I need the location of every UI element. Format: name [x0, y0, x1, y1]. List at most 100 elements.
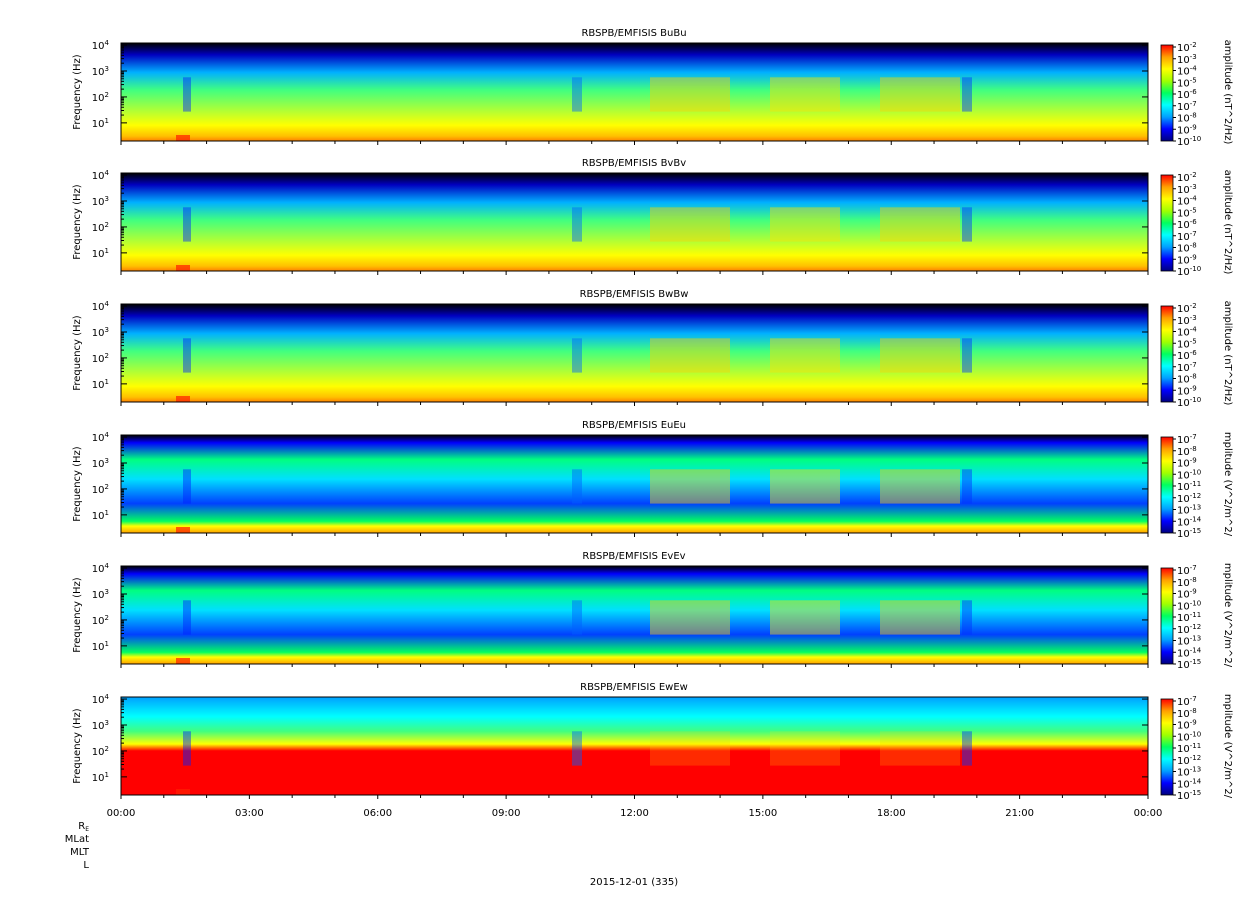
colorbar-tick-label-exp: -7 [1190, 695, 1197, 703]
y-tick-label-exp: 1 [105, 771, 109, 779]
colorbar-tick-label-base: 10 [1177, 255, 1190, 266]
y-tick-label-base: 10 [92, 747, 105, 758]
y-tick-label: 101 [92, 640, 109, 653]
spectral-feature [880, 731, 960, 766]
colorbar-tick-label-base: 10 [1177, 435, 1190, 446]
colorbar-tick-label-exp: -14 [1190, 646, 1202, 654]
y-tick-label-base: 10 [92, 171, 105, 182]
colorbar-tick-label-exp: -10 [1190, 135, 1201, 143]
colorbar-tick-label-exp: -9 [1190, 123, 1197, 131]
y-tick-label-exp: 1 [105, 117, 109, 125]
spectral-feature [770, 77, 840, 112]
y-tick-label: 103 [92, 457, 109, 470]
colorbar-tick-label: 10-4 [1177, 326, 1197, 339]
y-tick-label: 104 [92, 300, 110, 313]
spectral-feature [962, 207, 972, 242]
y-tick-label-base: 10 [92, 511, 105, 522]
y-tick-label: 103 [92, 65, 109, 78]
y-tick-label-exp: 3 [105, 65, 109, 73]
spectral-feature [176, 135, 190, 141]
colorbar-tick-label-exp: -13 [1190, 504, 1201, 512]
colorbar-tick-label-exp: -7 [1190, 361, 1197, 369]
colorbar-tick-label: 10-4 [1177, 195, 1197, 208]
spectral-feature [962, 338, 972, 373]
spectral-feature [176, 265, 190, 271]
colorbar-tick-label-base: 10 [1177, 43, 1190, 54]
y-tick-label-base: 10 [92, 695, 105, 706]
colorbar-tick-label-base: 10 [1177, 590, 1190, 601]
colorbar-tick-label: 10-10 [1177, 265, 1201, 278]
time-axis: 00:00 03:00 06:00 09:00 12:00 15:00 18:00 21:00… [107, 808, 1163, 819]
y-tick-label: 104 [92, 169, 110, 182]
colorbar-tick-label-base: 10 [1177, 328, 1190, 339]
colorbar-scale [1160, 44, 1174, 142]
colorbar: 10-710-810-910-1010-1110-1210-1310-1410-… [1160, 694, 1233, 802]
colorbar-tick-label-base: 10 [1177, 637, 1190, 648]
colorbar-tick-label-exp: -7 [1190, 230, 1197, 238]
spectral-feature [176, 396, 190, 402]
colorbar-tick-label-exp: -13 [1190, 635, 1201, 643]
colorbar-tick-label-exp: -15 [1190, 658, 1201, 666]
colorbar-tick-label-exp: -7 [1190, 100, 1197, 108]
y-tick-label-base: 10 [92, 433, 105, 444]
ephemeris-label-text: L [83, 860, 89, 871]
colorbar-tick-label-base: 10 [1177, 756, 1190, 767]
x-tick-label: 00:00 [1134, 808, 1163, 819]
panel-title: RBSPB/EMFISIS BvBv [582, 158, 686, 169]
y-tick-label-exp: 1 [105, 247, 109, 255]
colorbar-tick-label: 10-9 [1177, 123, 1197, 136]
spectral-feature [650, 731, 730, 766]
colorbar-tick-label-exp: -2 [1190, 171, 1197, 179]
colorbar-tick-label-base: 10 [1177, 566, 1190, 577]
y-tick-label-base: 10 [92, 459, 105, 470]
y-tick-label-exp: 2 [105, 221, 109, 229]
colorbar-tick-label-exp: -12 [1190, 492, 1201, 500]
colorbar-tick-label-exp: -8 [1190, 576, 1197, 584]
y-tick-label-exp: 4 [105, 39, 110, 47]
colorbar-tick-label: 10-3 [1177, 314, 1197, 327]
colorbar-tick-label: 10-7 [1177, 564, 1197, 577]
colorbar-tick-label: 10-8 [1177, 707, 1197, 720]
colorbar-tick-label-base: 10 [1177, 613, 1190, 624]
colorbar-tick-label: 10-8 [1177, 373, 1197, 386]
ephemeris-label-text: MLat [65, 834, 89, 845]
y-tick-label: 104 [92, 39, 110, 52]
y-tick-label-exp: 3 [105, 457, 109, 465]
y-tick-label: 101 [92, 117, 109, 130]
y-tick-label: 102 [92, 221, 109, 234]
colorbar-tick-label-exp: -2 [1190, 302, 1197, 310]
colorbar-tick-label: 10-13 [1177, 635, 1201, 648]
colorbar-tick-label-exp: -15 [1190, 789, 1201, 797]
y-tick-label-base: 10 [92, 328, 105, 339]
ephemeris-label-text: MLT [70, 847, 90, 858]
colorbar-tick-label-exp: -9 [1190, 719, 1197, 727]
colorbar-tick-label-base: 10 [1177, 386, 1190, 397]
colorbar-tick-label-base: 10 [1177, 398, 1190, 409]
y-axis-label: Frequency (Hz) [72, 184, 83, 260]
y-tick-label: 103 [92, 326, 109, 339]
spectral-feature [176, 789, 190, 795]
colorbar-tick-label-exp: -11 [1190, 742, 1201, 750]
colorbar-tick-label-base: 10 [1177, 494, 1190, 505]
x-tick-label: 21:00 [1005, 808, 1034, 819]
colorbar-tick-label-exp: -10 [1190, 265, 1201, 273]
panel-title: RBSPB/EMFISIS EwEw [580, 682, 688, 693]
colorbar-tick-label-base: 10 [1177, 55, 1190, 66]
spectral-feature [572, 731, 582, 766]
colorbar-tick-label: 10-6 [1177, 88, 1197, 101]
y-tick-label-base: 10 [92, 249, 105, 260]
y-tick-label-base: 10 [92, 197, 105, 208]
colorbar-tick-label-exp: -5 [1190, 337, 1197, 345]
colorbar-tick-label-exp: -12 [1190, 754, 1201, 762]
colorbar-tick-label: 10-9 [1177, 719, 1197, 732]
y-tick-label-exp: 1 [105, 509, 109, 517]
colorbar-tick-label-base: 10 [1177, 660, 1190, 671]
y-tick-label-exp: 4 [105, 431, 110, 439]
y-tick-label: 101 [92, 771, 109, 784]
colorbar-tick-label-exp: -5 [1190, 206, 1197, 214]
colorbar-tick-label: 10-10 [1177, 135, 1201, 148]
y-tick-label: 103 [92, 195, 109, 208]
y-tick-label: 104 [92, 562, 110, 575]
spectral-feature [962, 77, 972, 112]
